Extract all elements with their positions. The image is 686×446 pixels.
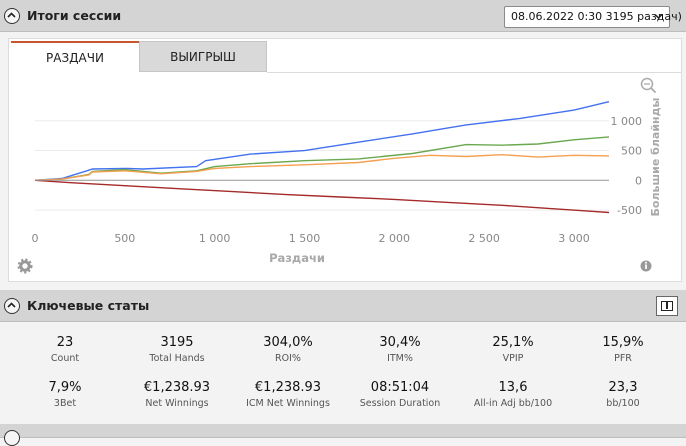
y-tick-label: -500 (617, 204, 642, 217)
collapse-next-button[interactable] (4, 430, 20, 446)
stat-roi: 304,0% ROI% (263, 335, 313, 364)
session-dropdown[interactable]: 08.06.2022 0:30 3195 раздач) (504, 6, 682, 28)
info-icon[interactable] (640, 260, 652, 272)
winnings-chart: 0 500 1 000 1 500 2 000 2 500 3 000 1 000 500 0 -… (17, 77, 662, 274)
series-line-3 (34, 179, 610, 214)
x-axis-label: Раздачи (269, 251, 325, 265)
y-tick-label: 1 000 (611, 115, 643, 128)
x-tick-label: 2 500 (468, 232, 500, 245)
chevron-up-icon (7, 302, 16, 308)
chart-panel: РАЗДАЧИ ВЫИГРЫШ 0 500 1 000 1 500 2 000 2 500… (8, 38, 682, 282)
chevron-up-icon (7, 12, 16, 18)
stat-bb100: 23,3 bb/100 (606, 380, 640, 409)
stat-total-hands: 3195 Total Hands (149, 335, 205, 364)
x-tick-label: 0 (32, 232, 39, 245)
x-tick-label: 1 000 (199, 232, 231, 245)
key-stats-title: Ключевые статы (27, 298, 150, 313)
series-line-1 (34, 136, 610, 181)
y-axis-label: Большие блайнды (649, 97, 662, 216)
stat-pfr: 15,9% PFR (602, 335, 644, 364)
stat-itm: 30,4% ITM% (379, 335, 421, 364)
y-tick-label: 500 (621, 145, 642, 158)
key-stats-header: Ключевые статы (0, 290, 686, 322)
tab-divider (267, 72, 681, 73)
collapse-stats-button[interactable] (4, 298, 20, 314)
x-tick-label: 500 (114, 232, 135, 245)
stat-3bet: 7,9% 3Bet (48, 380, 82, 409)
zoom-icon[interactable] (640, 77, 657, 94)
y-tick-label: 0 (635, 174, 642, 187)
session-dropdown-value: 08.06.2022 0:30 3195 раздач) (511, 10, 682, 23)
session-summary-title: Итоги сессии (27, 8, 122, 23)
tab-hands[interactable]: РАЗДАЧИ (11, 41, 139, 72)
series-line-2 (34, 153, 610, 181)
series-line-0 (34, 101, 610, 181)
columns-icon (661, 301, 673, 311)
session-summary-header: Итоги сессии 08.06.2022 0:30 3195 раздач… (0, 0, 686, 32)
x-tick-label: 3 000 (558, 232, 590, 245)
chevron-down-icon (654, 13, 663, 20)
stat-net-winnings: €1,238.93 Net Winnings (143, 380, 211, 409)
stat-allin-adj-bb100: 13,6 All-in Adj bb/100 (473, 380, 553, 409)
stat-vpip: 25,1% VPIP (492, 335, 534, 364)
stat-count: 23 Count (50, 335, 80, 364)
stat-session-duration: 08:51:04 Session Duration (359, 380, 441, 409)
x-tick-label: 1 500 (289, 232, 321, 245)
stat-icm-net-winnings: €1,238.93 ICM Net Winnings (246, 380, 330, 409)
x-tick-label: 2 000 (379, 232, 411, 245)
columns-toggle-button[interactable] (656, 296, 678, 316)
tab-winnings[interactable]: ВЫИГРЫШ (139, 41, 267, 72)
settings-gear-icon[interactable] (17, 258, 33, 274)
collapse-session-button[interactable] (4, 8, 20, 24)
key-stats-grid: 23 Count 3195 Total Hands 304,0% ROI% 30,4%… (0, 323, 686, 423)
